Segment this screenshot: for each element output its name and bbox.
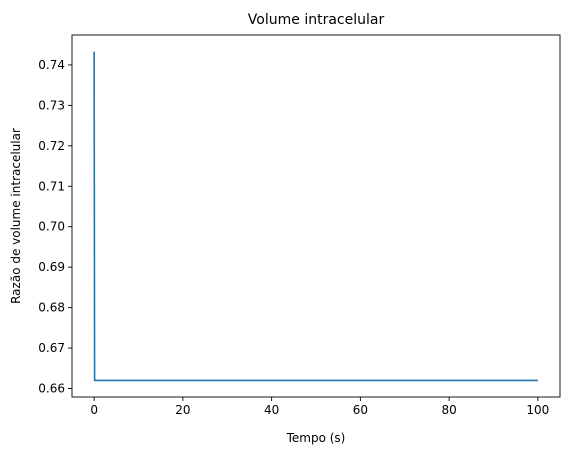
- y-tick-label: 0.72: [38, 139, 65, 153]
- axes-frame: [71, 34, 561, 398]
- series-line-0: [93, 51, 538, 382]
- x-tick-label: 20: [175, 403, 190, 417]
- x-tick-label: 60: [353, 403, 368, 417]
- chart-title: Volume intracelular: [248, 12, 385, 28]
- y-tick-label: 0.74: [38, 58, 65, 72]
- x-tick-label: 0: [90, 403, 98, 417]
- x-tick-label: 80: [441, 403, 456, 417]
- y-tick-label: 0.73: [38, 98, 65, 112]
- x-tick-label: 40: [264, 403, 279, 417]
- y-tick-label: 0.71: [38, 179, 65, 193]
- y-tick-label: 0.69: [38, 260, 65, 274]
- y-tick-label: 0.70: [38, 220, 65, 234]
- y-tick-label: 0.66: [38, 382, 65, 396]
- plot-area: 0 20 40 60 80 100 0.66 0.67 0.68 0.69 0.70 0.71 0.72…: [38, 34, 561, 417]
- y-axis-label: Razão de volume intracelular: [9, 128, 23, 304]
- x-tick-label: 100: [526, 403, 549, 417]
- x-axis-label: Tempo (s): [286, 431, 346, 445]
- y-tick-label: 0.67: [38, 341, 65, 355]
- y-tick-label: 0.68: [38, 301, 65, 315]
